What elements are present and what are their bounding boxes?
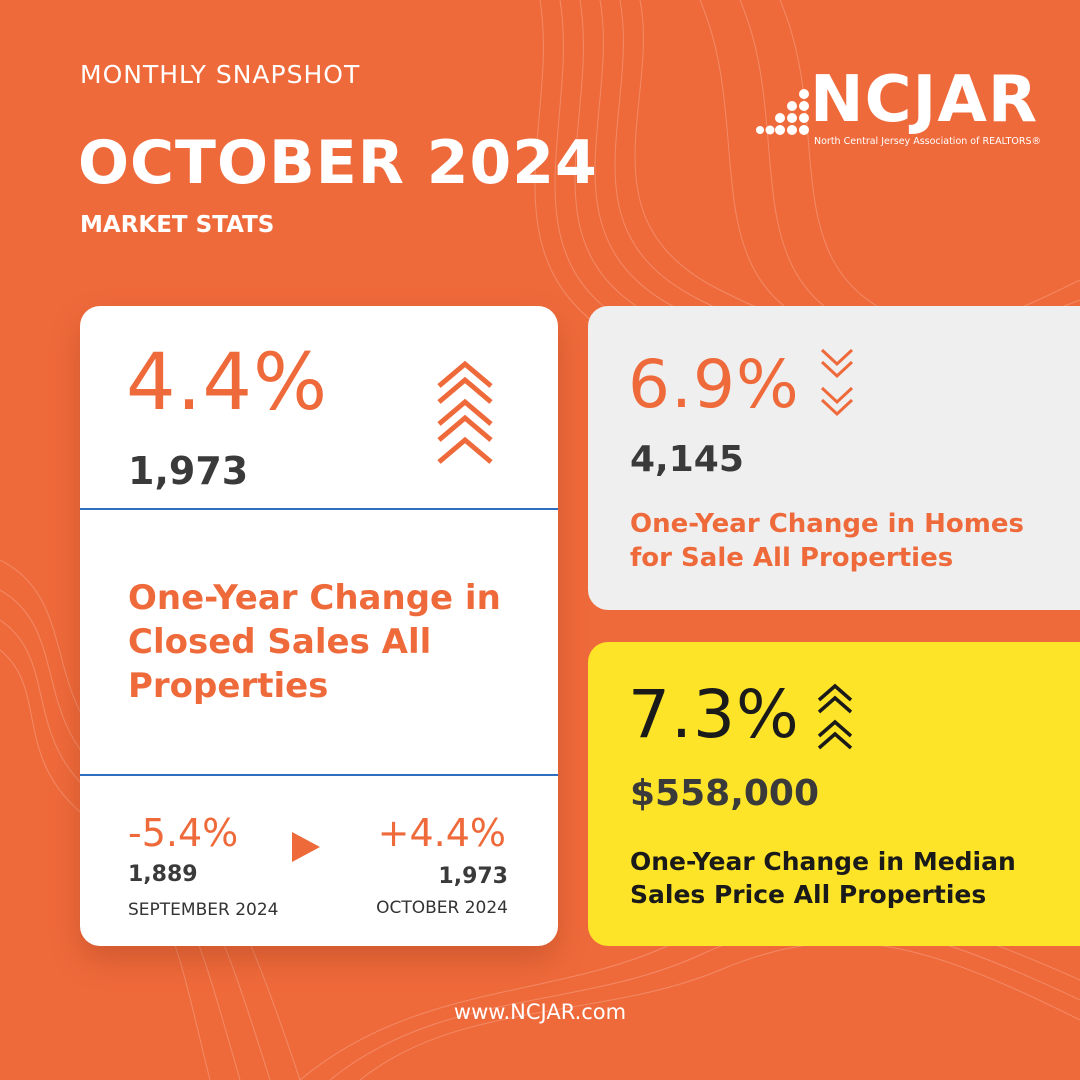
double-chevron-down-icon [820, 348, 854, 417]
current-label: OCTOBER 2024 [376, 898, 508, 918]
homes-for-sale-count: 4,145 [630, 439, 744, 480]
header-subtitle: MONTHLY SNAPSHOT [80, 60, 361, 89]
closed-sales-count: 1,973 [128, 449, 249, 493]
median-price-percent: 7.3% [628, 676, 800, 753]
previous-label: SEPTEMBER 2024 [128, 900, 279, 920]
current-change: +4.4% [377, 811, 506, 855]
play-arrow-icon [292, 832, 320, 862]
previous-change: -5.4% [128, 811, 239, 855]
median-price-description: One-Year Change in Median Sales Price Al… [630, 847, 1016, 909]
homes-for-sale-description: One-Year Change in Homes for Sale All Pr… [630, 509, 1024, 573]
divider-top [80, 508, 558, 510]
ncjar-logo: NCJAR North Central Jersey Association o… [752, 68, 1052, 156]
homes-for-sale-percent: 6.9% [628, 346, 800, 423]
header-tag: MARKET STATS [80, 212, 275, 238]
closed-sales-description: One-Year Change in Closed Sales All Prop… [128, 578, 501, 707]
previous-count: 1,889 [128, 862, 198, 887]
median-price-card: 7.3% $558,000 One-Year Change in Median … [588, 642, 1080, 946]
logo-tagline: North Central Jersey Association of REAL… [814, 136, 1041, 147]
closed-sales-percent: 4.4% [126, 338, 329, 428]
double-chevron-up-icon [817, 683, 853, 750]
logo-wordmark: NCJAR [810, 63, 1039, 137]
divider-bottom [80, 774, 558, 776]
closed-sales-card: 4.4% 1,973 One-Year Change in Closed Sal… [80, 306, 558, 946]
logo-dots-icon [756, 89, 809, 135]
homes-for-sale-card: 6.9% 4,145 One-Year Change in Homes for … [588, 306, 1080, 610]
triple-chevron-up-icon [437, 360, 493, 464]
current-count: 1,973 [438, 864, 508, 889]
footer-url[interactable]: www.NCJAR.com [453, 1000, 627, 1024]
page-title: OCTOBER 2024 [78, 128, 598, 198]
median-price-value: $558,000 [630, 773, 820, 814]
